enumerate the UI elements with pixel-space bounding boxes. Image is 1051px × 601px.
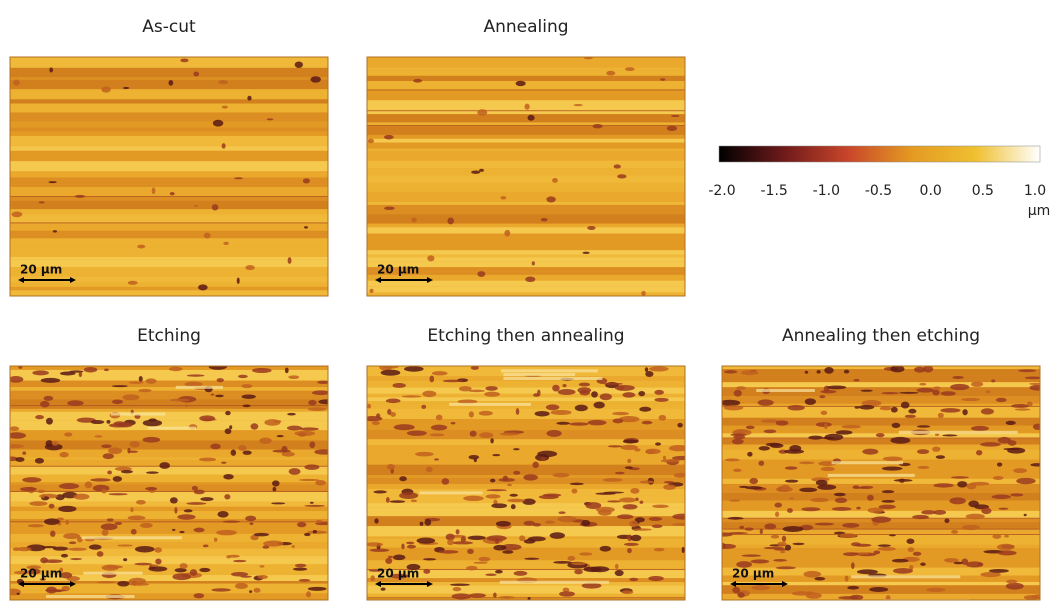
afm-image <box>722 366 1040 600</box>
colorbar-tick-label: -0.5 <box>865 183 892 199</box>
scale-bar-label: 20 µm <box>377 567 419 581</box>
scale-bar-label: 20 µm <box>20 263 62 277</box>
panel-title: As-cut <box>142 17 196 37</box>
afm-image <box>367 366 685 600</box>
colorbar-tick-label: 0.0 <box>920 183 942 199</box>
scale-bar-arrow <box>18 581 76 587</box>
afm-image <box>10 57 328 296</box>
scale-bar-label: 20 µm <box>377 263 419 277</box>
panel-frame <box>366 365 686 601</box>
panel-title: Etching then annealing <box>427 326 624 346</box>
colorbar <box>718 145 1041 163</box>
panel-title: Annealing then etching <box>782 326 980 346</box>
panel-frame <box>721 365 1041 601</box>
scale-bar-label: 20 µm <box>732 567 774 581</box>
colorbar-tick-label: 1.0 <box>1024 183 1046 199</box>
panel-frame <box>9 56 329 297</box>
scale-bar-arrow <box>730 581 788 587</box>
scale-bar-arrow <box>375 277 433 283</box>
panel-frame <box>9 365 329 601</box>
colorbar-tick-label: -2.0 <box>708 183 735 199</box>
scale-bar-arrow <box>18 277 76 283</box>
colorbar-tick-label: 0.5 <box>972 183 994 199</box>
panel-frame <box>366 56 686 297</box>
colorbar-tick-label: -1.5 <box>761 183 788 199</box>
colorbar-unit: µm <box>1028 203 1051 219</box>
afm-image <box>367 57 685 296</box>
afm-image <box>10 366 328 600</box>
colorbar-tick-label: -1.0 <box>813 183 840 199</box>
scale-bar-arrow <box>375 581 433 587</box>
panel-title: Etching <box>137 326 201 346</box>
panel-title: Annealing <box>483 17 568 37</box>
scale-bar-label: 20 µm <box>20 567 62 581</box>
